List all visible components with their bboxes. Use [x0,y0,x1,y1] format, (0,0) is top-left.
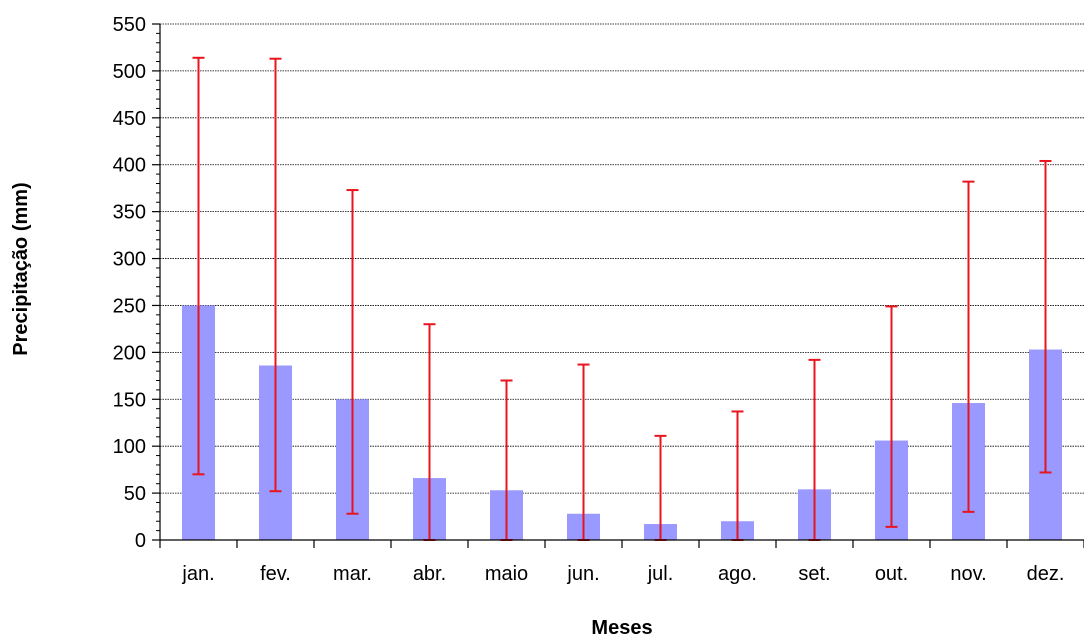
bars [182,305,1062,540]
gridlines [160,23,1084,494]
y-tick-label: 200 [113,342,146,364]
error-bars [192,56,1052,541]
error-bar [269,57,282,493]
x-tick-label: out. [875,563,908,585]
x-tick-label: dez. [1027,563,1065,585]
x-tick-label: jun. [566,563,599,585]
error-bar [346,189,359,515]
x-tick-label: fev. [260,563,291,585]
y-tick-label: 450 [113,108,146,130]
x-tick-label: nov. [950,563,986,585]
y-tick-label: 500 [113,61,146,83]
error-bar [962,180,975,513]
error-bar [192,56,205,476]
error-bar [577,363,590,541]
y-tick-labels: 0 50 100 150 200 250 300 350 400 450 500 550 [113,14,146,552]
x-tick-label: jan. [181,563,214,585]
x-tick-label: mar. [333,563,372,585]
axes [152,23,1084,548]
x-tick-label: set. [798,563,830,585]
x-tick-labels: jan. fev. mar. abr. maio jun. jul. ago. set. out.… [181,563,1064,585]
y-axis-title: Precipitação (mm) [10,182,32,355]
y-tick-label: 0 [135,530,146,552]
y-tick-label: 550 [113,14,146,36]
y-tick-label: 100 [113,436,146,458]
x-tick-label: ago. [718,563,757,585]
error-bar [885,305,898,528]
error-bar [1039,159,1052,474]
y-tick-label: 250 [113,295,146,317]
y-tick-label: 300 [113,249,146,271]
y-tick-label: 50 [124,483,146,505]
x-axis-title: Meses [591,617,652,637]
y-tick-label: 350 [113,202,146,224]
y-tick-label: 150 [113,389,146,411]
x-tick-label: abr. [413,563,446,585]
x-tick-label: maio [485,563,528,585]
y-tick-label: 400 [113,155,146,177]
error-bar [731,410,744,541]
x-tick-label: jul. [647,563,674,585]
